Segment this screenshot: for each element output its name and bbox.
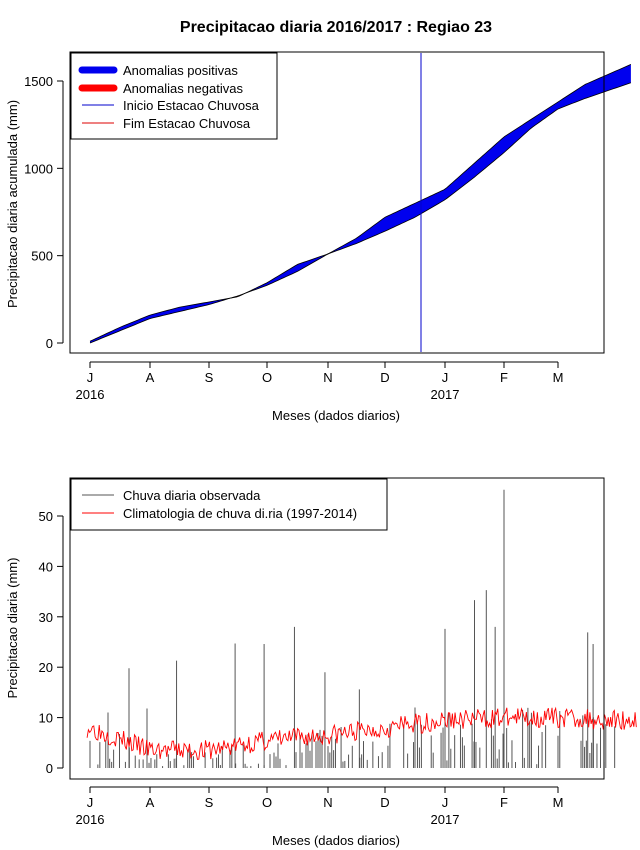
climatology-line [86, 706, 637, 761]
top-year-label: 2017 [431, 387, 460, 402]
bottom-x-axis-label: Meses (dados diarios) [272, 833, 400, 848]
legend-label-positive: Anomalias positivas [123, 63, 238, 78]
top-x-tick-label: S [205, 370, 214, 385]
top-y-axis-label: Precipitacao diaria acumulada (mm) [5, 100, 20, 308]
cumulative-lines [89, 53, 632, 352]
legend-label-climatology: Climatologia de chuva di.ria (1997-2014) [123, 506, 357, 521]
top-y-tick-label: 1000 [24, 161, 53, 176]
bottom-x-tick-label: N [323, 795, 332, 810]
observed-bars [89, 489, 616, 768]
bottom-y-axis-label: Precipitacao diaria (mm) [5, 558, 20, 699]
legend-label-end: Fim Estacao Chuvosa [123, 116, 251, 131]
top-x-tick-label: M [553, 370, 564, 385]
bottom-x-tick-label: M [553, 795, 564, 810]
legend-label-start: Inicio Estacao Chuvosa [123, 98, 260, 113]
bottom-x-tick-label: F [500, 795, 508, 810]
bottom-y-tick-label: 10 [39, 711, 53, 726]
bottom-y-tick-label: 30 [39, 610, 53, 625]
positive-anomaly-area [247, 64, 631, 293]
bottom-x-tick-label: O [262, 795, 272, 810]
top-axes: 0 500 1000 1500 J A S O N D J F M 2016 2017 [24, 74, 563, 402]
top-legend: Anomalias positivas Anomalias negativas … [70, 52, 278, 140]
top-x-tick-label: D [380, 370, 389, 385]
bottom-y-tick-label: 0 [46, 761, 53, 776]
bottom-x-tick-label: A [146, 795, 155, 810]
bottom-x-tick-label: D [380, 795, 389, 810]
top-y-tick-label: 0 [46, 336, 53, 351]
bottom-plot-frame [69, 477, 605, 780]
top-year-label: 2016 [76, 387, 105, 402]
climatology-daily-line [86, 706, 637, 761]
observed-cumulative-line [89, 64, 632, 342]
bottom-x-tick-label: J [442, 795, 449, 810]
legend-label-observed: Chuva diaria observada [123, 488, 261, 503]
top-x-tick-label: J [87, 370, 94, 385]
legend-label-negative: Anomalias negativas [123, 81, 243, 96]
bottom-year-label: 2016 [76, 812, 105, 827]
top-x-tick-label: O [262, 370, 272, 385]
bottom-y-tick-label: 20 [39, 660, 53, 675]
bottom-x-tick-label: J [87, 795, 94, 810]
top-x-tick-label: A [146, 370, 155, 385]
bottom-legend: Chuva diaria observada Climatologia de c… [70, 478, 388, 531]
top-y-tick-label: 1500 [24, 74, 53, 89]
top-x-tick-label: N [323, 370, 332, 385]
bottom-y-tick-label: 50 [39, 509, 53, 524]
bottom-year-label: 2017 [431, 812, 460, 827]
chart-title: Precipitacao diaria 2016/2017 : Regiao 2… [180, 19, 492, 36]
climatology-cumulative-line [89, 82, 632, 344]
top-y-tick-label: 500 [31, 249, 53, 264]
bottom-legend-box [70, 478, 388, 531]
bottom-y-tick-label: 40 [39, 559, 53, 574]
bottom-axes: 0 10 20 30 40 50 J A S O N D J F M 2016 2017 [39, 509, 564, 827]
top-plot-frame [69, 51, 605, 354]
top-x-axis-label: Meses (dados diarios) [272, 408, 400, 423]
top-x-tick-label: J [442, 370, 449, 385]
top-x-tick-label: F [500, 370, 508, 385]
bottom-x-tick-label: S [205, 795, 214, 810]
